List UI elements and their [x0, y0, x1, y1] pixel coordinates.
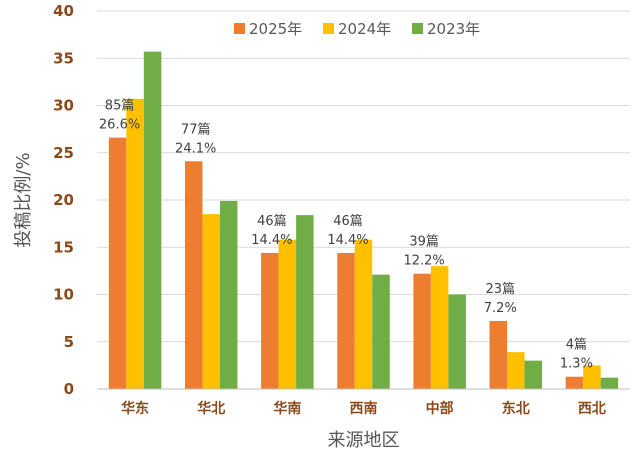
bar: [430, 266, 449, 389]
bar: [507, 352, 525, 389]
y-axis-ticks: 0 5 10 15 20 25 30 35 40: [53, 2, 74, 398]
y-tick-label: 10: [53, 286, 74, 304]
data-label-percent: 26.6%: [99, 118, 140, 133]
x-tick-label: 中部: [426, 400, 454, 417]
y-tick-label: 25: [53, 144, 74, 162]
legend-swatch: [412, 23, 423, 34]
data-label-percent: 1.3%: [560, 357, 593, 372]
legend: 2025年 2024年 2023年: [234, 20, 480, 38]
bar: [261, 252, 279, 389]
data-label-count: 46篇: [333, 214, 363, 229]
y-axis-title: 投稿比例/%: [13, 152, 34, 247]
y-tick-label: 0: [64, 380, 74, 398]
data-label-count: 77篇: [181, 122, 211, 137]
x-tick-label: 华东: [121, 400, 149, 417]
bar: [184, 161, 203, 389]
bar: [296, 215, 314, 389]
data-label-percent: 7.2%: [484, 301, 517, 316]
legend-label: 2025年: [249, 20, 302, 38]
y-tick-label: 15: [53, 238, 74, 256]
data-label-percent: 24.1%: [175, 141, 216, 156]
bar: [337, 252, 355, 389]
data-label-count: 4篇: [566, 338, 587, 353]
bar: [413, 273, 431, 389]
x-tick-label: 西南: [350, 400, 378, 417]
legend-swatch: [234, 23, 245, 34]
x-tick-label: 华北: [197, 400, 225, 417]
bar: [448, 294, 466, 389]
x-axis-ticks: 华东 华北 华南 西南 中部 东北 西北: [121, 400, 606, 417]
data-label-count: 46篇: [257, 214, 287, 229]
bar: [372, 274, 390, 389]
bar: [524, 360, 543, 389]
data-label-percent: 14.4%: [327, 233, 368, 248]
bar: [126, 98, 144, 389]
x-axis-title: 来源地区: [328, 430, 400, 451]
y-tick-label: 35: [53, 49, 74, 67]
bar: [143, 51, 162, 389]
x-tick-label: 东北: [502, 400, 530, 417]
legend-label: 2024年: [338, 20, 391, 38]
y-tick-label: 5: [64, 333, 74, 351]
bar: [278, 239, 297, 389]
bar: [600, 377, 619, 389]
legend-label: 2023年: [427, 20, 480, 38]
y-tick-label: 30: [53, 97, 74, 115]
bar: [565, 376, 584, 389]
bar: [489, 320, 508, 389]
data-label-count: 23篇: [486, 282, 516, 297]
data-label-count: 39篇: [409, 235, 439, 250]
y-tick-label: 20: [53, 191, 74, 209]
bar-series: [108, 51, 619, 389]
x-tick-label: 西北: [578, 401, 606, 417]
bar: [108, 137, 127, 389]
data-label-percent: 14.4%: [251, 233, 292, 248]
x-tick-label: 华南: [273, 400, 301, 417]
bar: [583, 365, 601, 389]
data-label-count: 85篇: [105, 99, 135, 114]
y-tick-label: 40: [53, 2, 74, 20]
data-label-percent: 12.2%: [403, 254, 444, 269]
legend-swatch: [323, 23, 334, 34]
bar: [202, 214, 220, 389]
bar: [354, 239, 373, 389]
data-labels: 26.6% 85篇 24.1% 77篇 14.4% 46篇 14.4% 46篇 12.2% 39篇…: [99, 99, 593, 372]
bar: [219, 200, 238, 389]
